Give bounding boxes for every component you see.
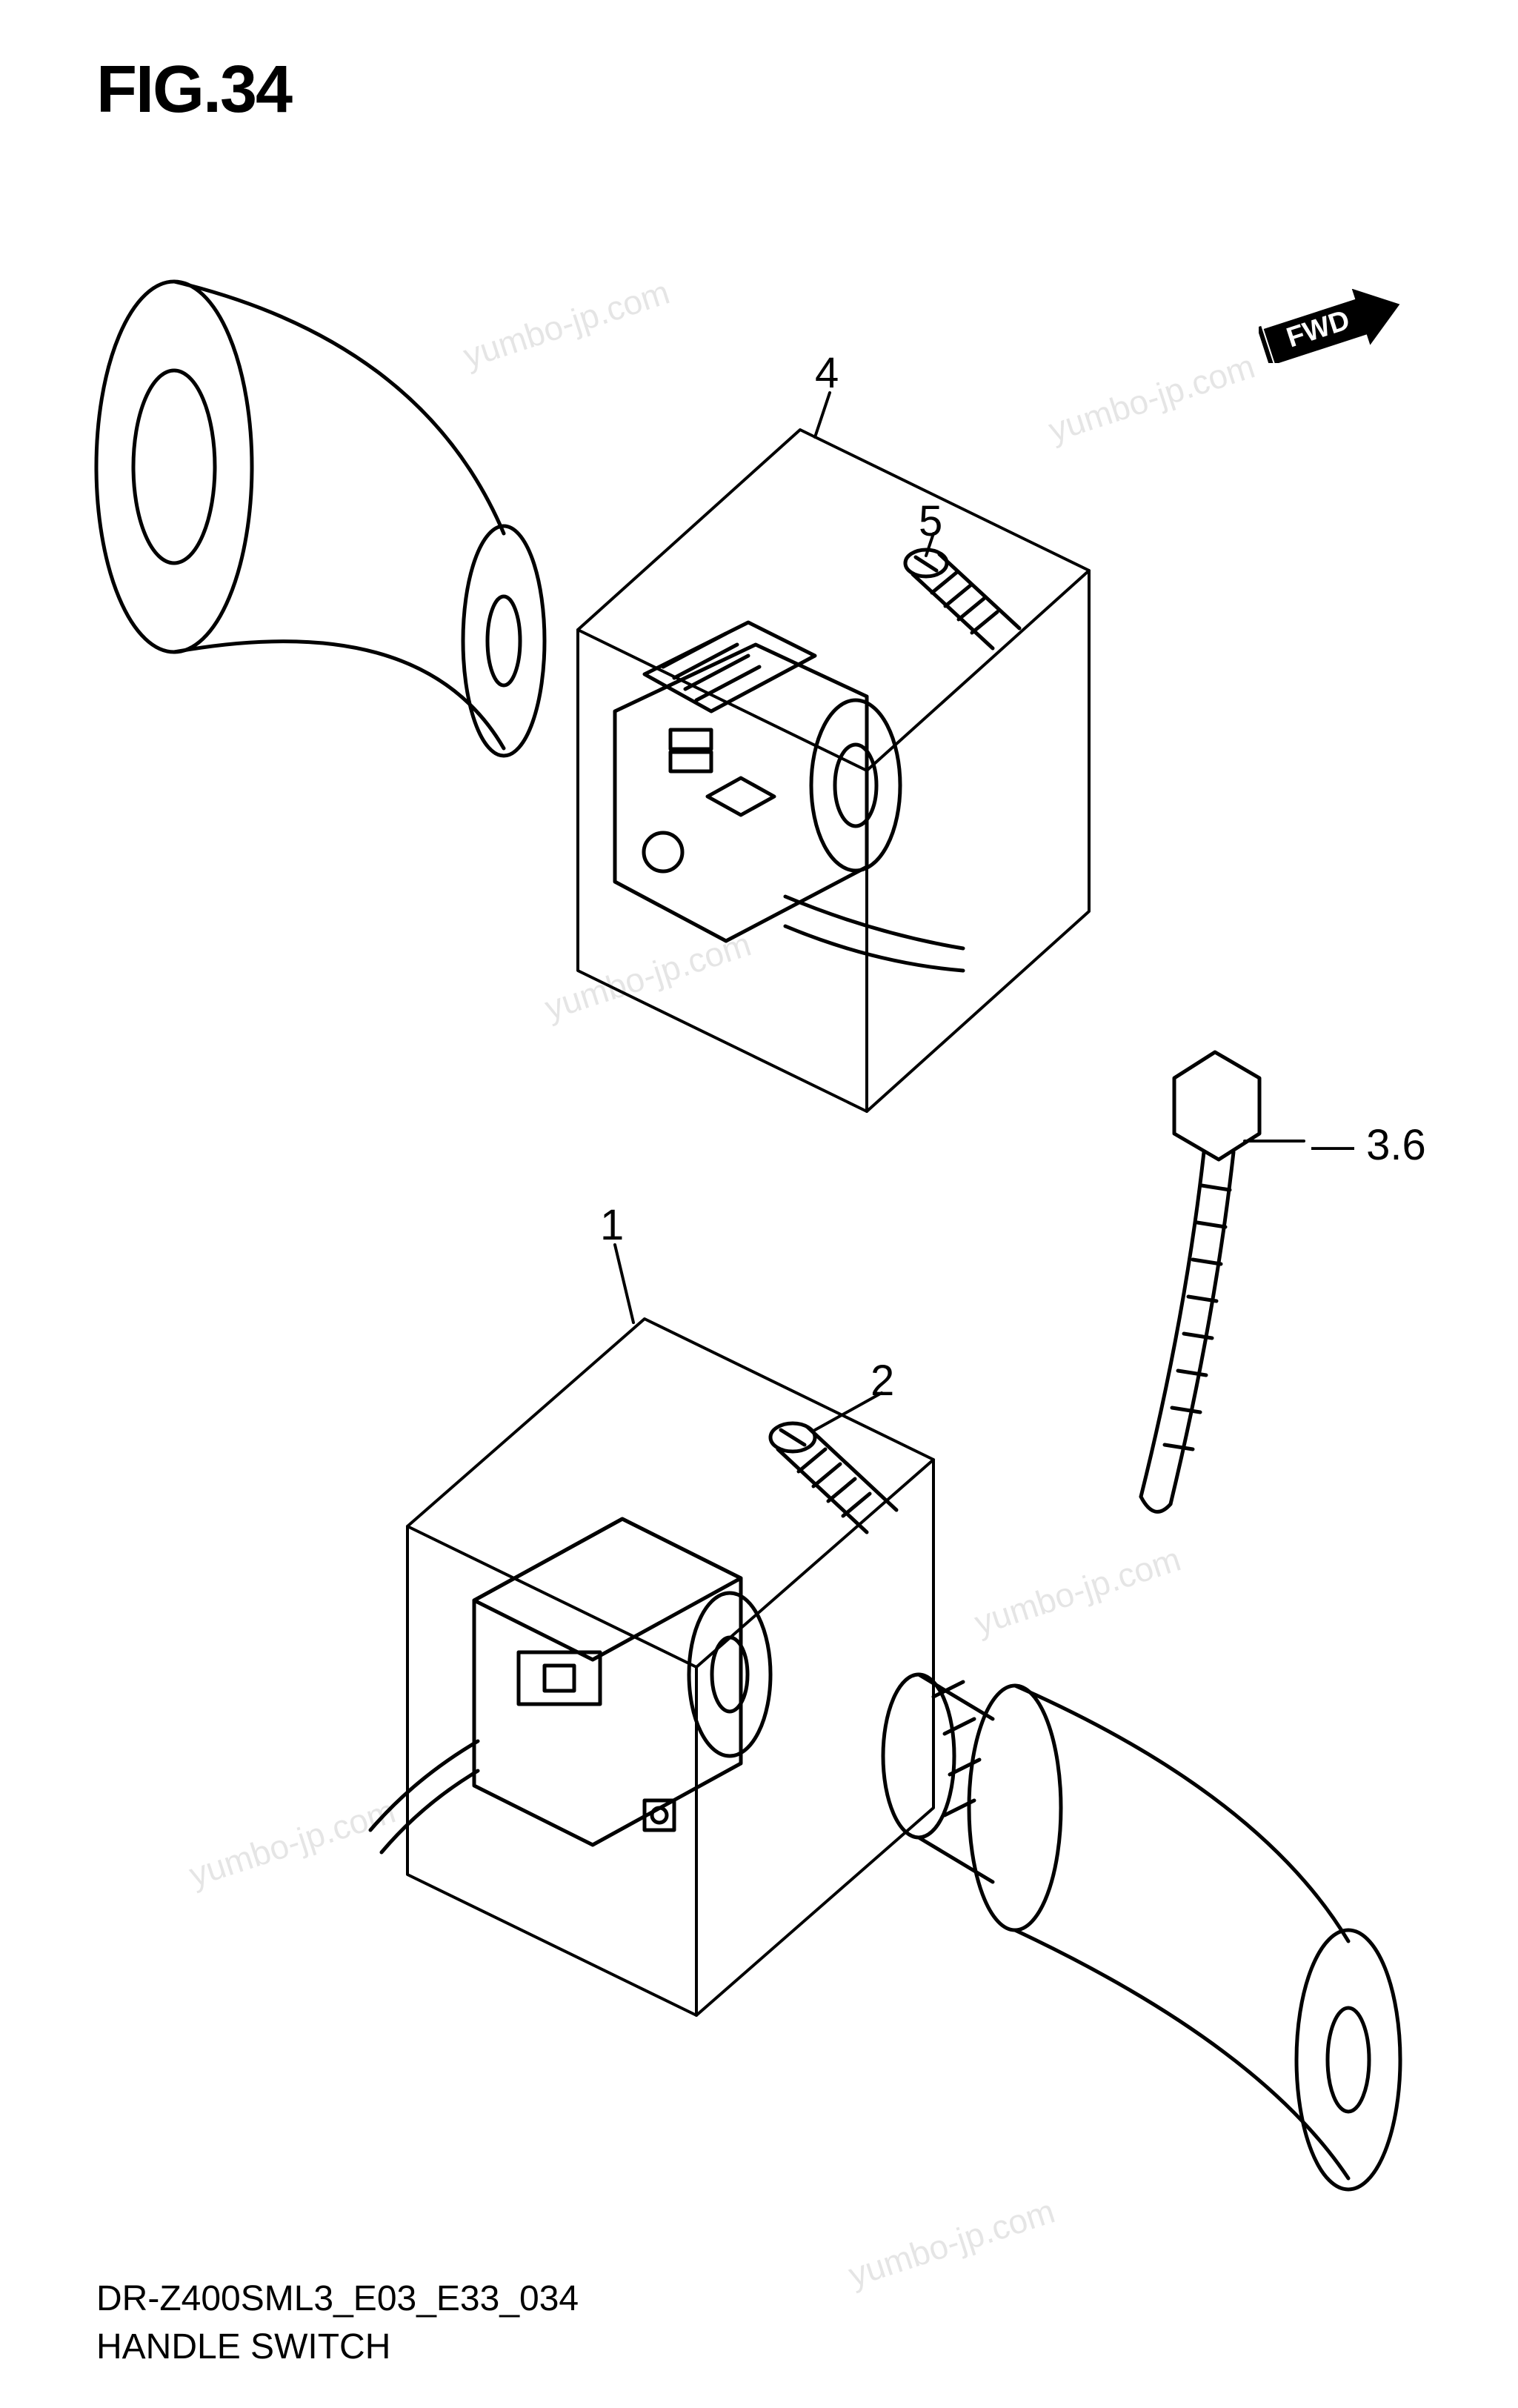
callout-2: 2 — [870, 1356, 894, 1406]
callout-1: 1 — [600, 1200, 624, 1250]
cable-tie — [1141, 1052, 1259, 1511]
lower-switch — [370, 1519, 770, 1852]
bottom-label: HANDLE SWITCH — [96, 2326, 390, 2367]
callout-5: 5 — [919, 496, 942, 546]
callout-3-6-dash: — — [1311, 1121, 1366, 1169]
iso-box-lower — [407, 1319, 933, 2015]
page: FIG.34 FWD — [0, 0, 1518, 2408]
left-grip — [96, 282, 545, 756]
screw-lower — [770, 1423, 896, 1532]
callout-3-6-text: 3.6 — [1366, 1121, 1426, 1169]
right-grip — [883, 1674, 1400, 2189]
callout-3-6: — 3.6 — [1311, 1120, 1426, 1170]
bottom-code: DR-Z400SML3_E03_E33_034 — [96, 2278, 579, 2319]
screw-upper — [905, 550, 1019, 648]
callout-4: 4 — [815, 348, 839, 398]
main-diagram — [0, 0, 1518, 2408]
iso-box-upper — [578, 430, 1089, 1111]
